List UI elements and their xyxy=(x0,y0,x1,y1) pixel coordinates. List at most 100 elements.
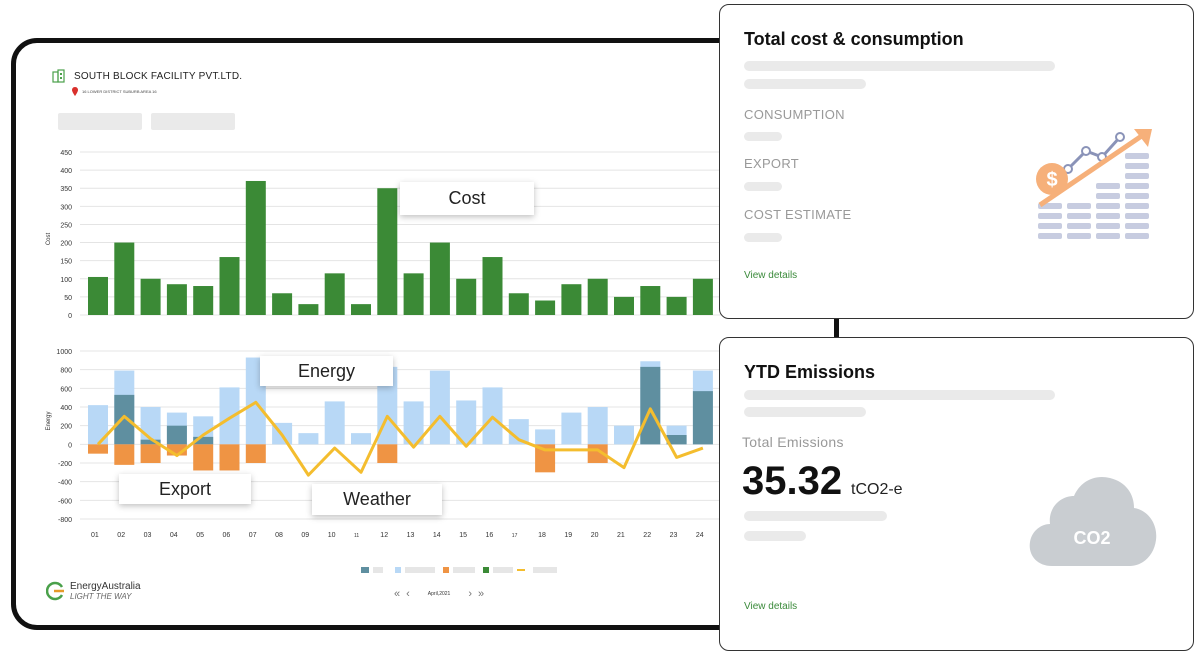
filter-placeholder-1[interactable] xyxy=(58,113,142,130)
export-bar xyxy=(193,444,214,471)
weather-callout: Weather xyxy=(312,484,442,515)
cost-y-tick-label: 100 xyxy=(60,277,72,284)
x-tick-label: 14 xyxy=(433,532,441,539)
cost-growth-illustration-icon: $ xyxy=(1036,129,1152,239)
x-tick-label: 02 xyxy=(117,532,125,539)
x-tick-label: 11 xyxy=(354,533,359,539)
energy-y-tick-label: 600 xyxy=(60,386,72,393)
energy-callout-label: Energy xyxy=(297,360,356,381)
filter-placeholder-2[interactable] xyxy=(151,113,235,130)
export-bar xyxy=(377,444,398,463)
emissions-view-details-link[interactable]: View details xyxy=(744,601,798,612)
import-bar xyxy=(692,391,713,445)
text-placeholder xyxy=(744,61,1055,71)
x-tick-label: 17 xyxy=(512,533,518,539)
cost-card-title: Total cost & consumption xyxy=(744,29,964,49)
ytd-emissions-card: YTD Emissions Total Emissions 35.32 tCO2… xyxy=(719,337,1194,651)
energy-bar xyxy=(298,433,319,445)
export-bar xyxy=(219,444,240,471)
energy-bar xyxy=(535,429,556,445)
x-tick-label: 18 xyxy=(538,532,546,539)
month-pager: « ‹ April,2021 › » xyxy=(394,588,484,600)
legend-label-placeholder xyxy=(493,567,513,573)
value-placeholder xyxy=(744,182,782,191)
legend-label-placeholder xyxy=(533,567,557,573)
export-label: EXPORT xyxy=(744,156,800,171)
cost-bar xyxy=(482,257,503,315)
export-callout: Export xyxy=(119,474,251,504)
energy-y-tick-label: -800 xyxy=(58,517,72,524)
legend-swatch-weather xyxy=(517,569,525,571)
x-tick-label: 12 xyxy=(380,532,388,539)
cost-y-tick-label: 250 xyxy=(60,222,72,229)
x-tick-label: 05 xyxy=(196,532,204,539)
text-placeholder xyxy=(744,79,866,89)
cost-bar xyxy=(377,188,398,315)
cost-bar xyxy=(272,293,293,315)
total-emissions-value: 35.32 xyxy=(742,459,843,503)
text-placeholder xyxy=(744,531,806,541)
cost-bar xyxy=(193,286,214,315)
cost-bar xyxy=(666,296,687,315)
cost-bar xyxy=(88,276,108,315)
cost-bar xyxy=(429,242,450,315)
energy-y-tick-label: -200 xyxy=(58,461,72,468)
cost-bar xyxy=(324,273,345,315)
total-emissions-label: Total Emissions xyxy=(742,434,844,450)
x-tick-label: 22 xyxy=(643,532,651,539)
energy-y-tick-label: 400 xyxy=(60,405,72,412)
cost-y-tick-label: 50 xyxy=(64,295,72,302)
last-page-icon[interactable]: » xyxy=(477,588,485,600)
energy-bar xyxy=(614,425,634,445)
energy-y-tick-label: 1000 xyxy=(56,349,72,356)
cost-y-tick-label: 350 xyxy=(60,186,72,193)
legend-label-placeholder xyxy=(453,567,475,573)
cost-energy-charts: 450400350300250200150100500Cost100080060… xyxy=(46,150,834,539)
x-tick-label: 19 xyxy=(564,532,572,539)
cost-bar xyxy=(114,242,135,315)
energy-bar xyxy=(219,387,240,445)
first-page-icon[interactable]: « xyxy=(394,588,401,600)
address-text: 16 LOWER DISTRICT SUBURB AREA 16 xyxy=(82,89,157,94)
energy-y-axis-label: Energy xyxy=(46,411,52,430)
import-bar xyxy=(166,425,187,445)
export-callout-label: Export xyxy=(158,478,212,499)
building-icon xyxy=(52,69,65,83)
energy-y-tick-label: -400 xyxy=(58,480,72,487)
x-tick-label: 15 xyxy=(459,532,467,539)
cost-y-tick-label: 200 xyxy=(60,241,72,248)
energy-bar xyxy=(351,433,371,445)
x-tick-label: 10 xyxy=(328,532,336,539)
value-placeholder xyxy=(744,233,782,242)
x-tick-label: 01 xyxy=(91,532,99,539)
location-pin-icon xyxy=(72,87,78,96)
svg-text:$: $ xyxy=(1046,169,1057,191)
value-placeholder xyxy=(744,132,782,141)
cost-bar xyxy=(614,296,634,315)
legend-swatch-import xyxy=(361,567,369,573)
energy-bar xyxy=(561,412,582,445)
import-bar xyxy=(640,366,661,445)
facility-address: 16 LOWER DISTRICT SUBURB AREA 16 xyxy=(72,87,157,96)
cost-view-details-link[interactable]: View details xyxy=(744,270,798,281)
energy-bar xyxy=(429,370,450,445)
text-placeholder xyxy=(744,511,887,521)
energy-bar xyxy=(88,405,108,445)
weather-line xyxy=(96,400,704,477)
next-page-icon[interactable]: › xyxy=(468,588,472,600)
facility-name: SOUTH BLOCK FACILITY PVT.LTD. xyxy=(74,70,243,82)
cost-y-tick-label: 150 xyxy=(60,259,72,266)
cost-bar xyxy=(219,257,240,315)
pager-month-label: April,2021 xyxy=(427,591,451,597)
import-bar xyxy=(140,439,161,445)
emissions-unit: tCO2-e xyxy=(851,481,903,498)
cost-bar xyxy=(561,284,582,315)
x-tick-label: 07 xyxy=(249,532,257,539)
cost-y-tick-label: 300 xyxy=(60,204,72,211)
x-tick-label: 13 xyxy=(407,532,415,539)
export-bar xyxy=(88,444,108,454)
legend-label-placeholder xyxy=(373,567,383,573)
weather-callout-label: Weather xyxy=(343,489,411,509)
energy-y-tick-label: 200 xyxy=(60,424,72,431)
prev-page-icon[interactable]: ‹ xyxy=(406,588,410,600)
